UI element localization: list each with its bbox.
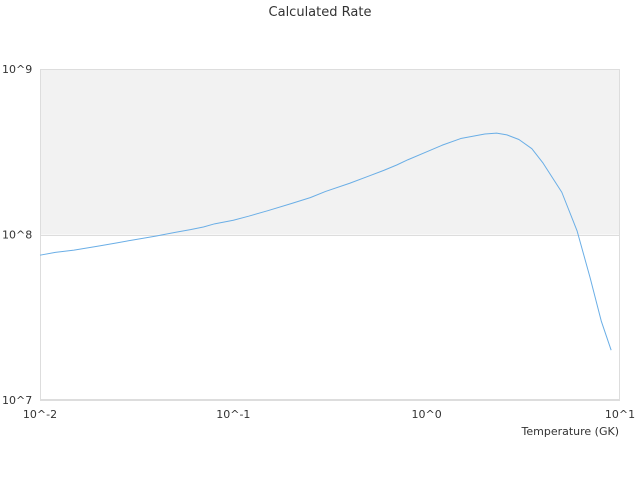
series-line — [39, 132, 612, 351]
x-axis-label: Temperature (GK) — [521, 425, 620, 438]
x-tick-label-3: 10^1 — [605, 408, 635, 421]
x-tick-label-1: 10^-1 — [216, 408, 250, 421]
x-tick-label-2: 10^0 — [412, 408, 442, 421]
plot-area — [40, 69, 620, 400]
x-axis-ticks: 10^-2 10^-1 10^0 10^1 — [23, 408, 635, 421]
chart-title: Calculated Rate — [269, 5, 372, 20]
y-tick-label-1: 10^8 — [2, 229, 32, 242]
x-tick-label-0: 10^-2 — [23, 408, 57, 421]
shaded-band — [40, 69, 620, 235]
y-axis-ticks: 10^7 10^8 10^9 — [2, 63, 32, 407]
y-tick-label-0: 10^7 — [2, 394, 32, 407]
y-tick-label-2: 10^9 — [2, 63, 32, 76]
